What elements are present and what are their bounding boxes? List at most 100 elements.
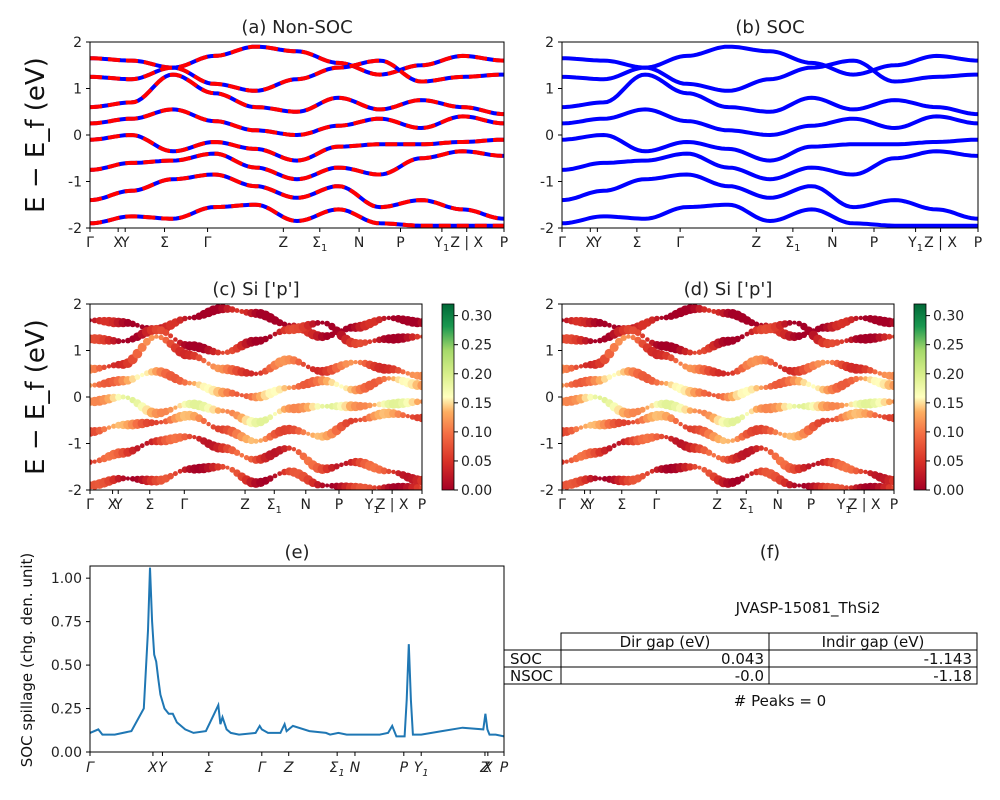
panel-e-y-axis-label: SOC spillage (chg. den. unit) bbox=[18, 553, 36, 768]
projection-point bbox=[777, 364, 783, 370]
projection-point bbox=[353, 360, 358, 365]
band-line-2 bbox=[90, 58, 504, 93]
band-line-7 bbox=[562, 172, 978, 221]
projection-point bbox=[838, 484, 846, 490]
projection-point bbox=[258, 370, 264, 376]
band-line-8 bbox=[90, 202, 504, 228]
projection-point bbox=[154, 334, 159, 339]
projection-point bbox=[625, 419, 632, 426]
projection-point bbox=[372, 338, 377, 344]
projection-point bbox=[711, 309, 717, 314]
projection-point bbox=[339, 462, 344, 468]
projection-point bbox=[167, 406, 174, 413]
band-line-3 bbox=[562, 72, 978, 117]
projection-point bbox=[286, 385, 292, 391]
projection-point bbox=[328, 378, 336, 387]
projection-point bbox=[620, 419, 628, 427]
x-tick-label: Γ bbox=[204, 235, 212, 251]
x-tick-label: Σ1 bbox=[267, 497, 282, 516]
projection-point bbox=[343, 460, 349, 466]
projection-point bbox=[678, 361, 683, 366]
projection-point bbox=[333, 381, 340, 387]
projection-point bbox=[886, 333, 893, 340]
projection-point bbox=[239, 393, 244, 398]
projection-point bbox=[187, 315, 192, 320]
projection-point bbox=[562, 383, 565, 388]
projection-point bbox=[167, 472, 174, 480]
x-tick-label: Σ bbox=[632, 235, 641, 251]
projection-point bbox=[866, 367, 874, 374]
projection-point bbox=[333, 463, 340, 470]
panel-c-colorbar bbox=[441, 303, 455, 491]
projection-point bbox=[705, 449, 713, 456]
projection-point bbox=[687, 349, 694, 356]
projection-point bbox=[325, 483, 330, 488]
projection-point bbox=[797, 483, 802, 488]
projection-point bbox=[148, 334, 155, 341]
table-cell-soc-indir: -1.143 bbox=[924, 650, 972, 668]
projection-point bbox=[564, 459, 569, 464]
projection-point bbox=[140, 372, 145, 378]
y-tick-label: 2 bbox=[545, 35, 554, 51]
projection-point bbox=[225, 409, 230, 414]
panel-f: (f) JVASP-15081_ThSi2 Dir gap (eV) Indir… bbox=[503, 542, 978, 710]
projection-point bbox=[353, 417, 359, 423]
x-tick-label: Z bbox=[279, 235, 289, 251]
projection-point bbox=[200, 417, 207, 425]
projection-point bbox=[234, 391, 240, 398]
projection-point bbox=[291, 384, 297, 390]
x-tick-label: Z | X bbox=[450, 235, 483, 251]
x-tick-label: P bbox=[807, 497, 815, 513]
projection-point bbox=[872, 412, 878, 419]
y-axis-label-top: E − E_f (eV) bbox=[21, 57, 51, 213]
projection-point bbox=[805, 381, 812, 387]
projection-point bbox=[587, 338, 594, 345]
projection-point bbox=[309, 320, 317, 328]
projection-point bbox=[300, 429, 307, 436]
colorbar-tick-label: 0.10 bbox=[933, 425, 964, 441]
projection-point bbox=[115, 338, 122, 345]
y-tick-label: 2 bbox=[73, 35, 82, 51]
table-cell-nsoc-dir: -0.0 bbox=[735, 667, 764, 685]
projection-point bbox=[725, 438, 731, 444]
projection-point bbox=[253, 438, 259, 444]
projection-point bbox=[417, 380, 422, 391]
projection-point bbox=[280, 445, 289, 453]
projection-point bbox=[583, 423, 589, 429]
projection-point bbox=[586, 474, 595, 483]
projection-point bbox=[858, 468, 864, 475]
projection-point bbox=[609, 342, 619, 352]
band-line-6 bbox=[562, 149, 978, 182]
projection-point bbox=[772, 429, 779, 436]
projection-point bbox=[616, 440, 622, 446]
panel-a-axes: Γ XY Σ Γ Z Σ1 N P Y1 Z | X P -2 -1 0 1 2 bbox=[68, 35, 508, 254]
projection-point bbox=[891, 399, 894, 404]
x-tick-label: Γ bbox=[86, 760, 95, 776]
x-tick-label: Γ bbox=[258, 760, 267, 776]
x-tick-label: Z bbox=[479, 760, 490, 776]
projection-point bbox=[220, 350, 225, 355]
projection-point bbox=[792, 320, 797, 325]
projection-point bbox=[106, 364, 112, 369]
projection-point bbox=[880, 333, 889, 341]
panel-a-plot-area bbox=[90, 44, 504, 228]
projection-point bbox=[120, 394, 126, 400]
projection-point bbox=[711, 453, 717, 458]
projection-point bbox=[347, 417, 355, 425]
projection-point bbox=[778, 431, 783, 436]
projection-point bbox=[243, 455, 250, 461]
y-tick-label: 0.25 bbox=[51, 702, 82, 718]
projection-point bbox=[739, 334, 745, 340]
projection-point bbox=[592, 475, 599, 482]
colorbar-tick-label: 0.20 bbox=[933, 367, 964, 383]
projection-point bbox=[847, 316, 855, 324]
y-tick-label: 1 bbox=[545, 82, 554, 98]
projection-point bbox=[578, 364, 584, 369]
projection-point bbox=[615, 337, 623, 346]
projection-point bbox=[272, 473, 278, 479]
table-footer-peaks: # Peaks = 0 bbox=[734, 692, 826, 710]
projection-point bbox=[187, 380, 193, 386]
colorbar-tick-label: 0.30 bbox=[933, 309, 964, 325]
projection-point bbox=[386, 376, 392, 381]
projection-point bbox=[815, 460, 821, 466]
